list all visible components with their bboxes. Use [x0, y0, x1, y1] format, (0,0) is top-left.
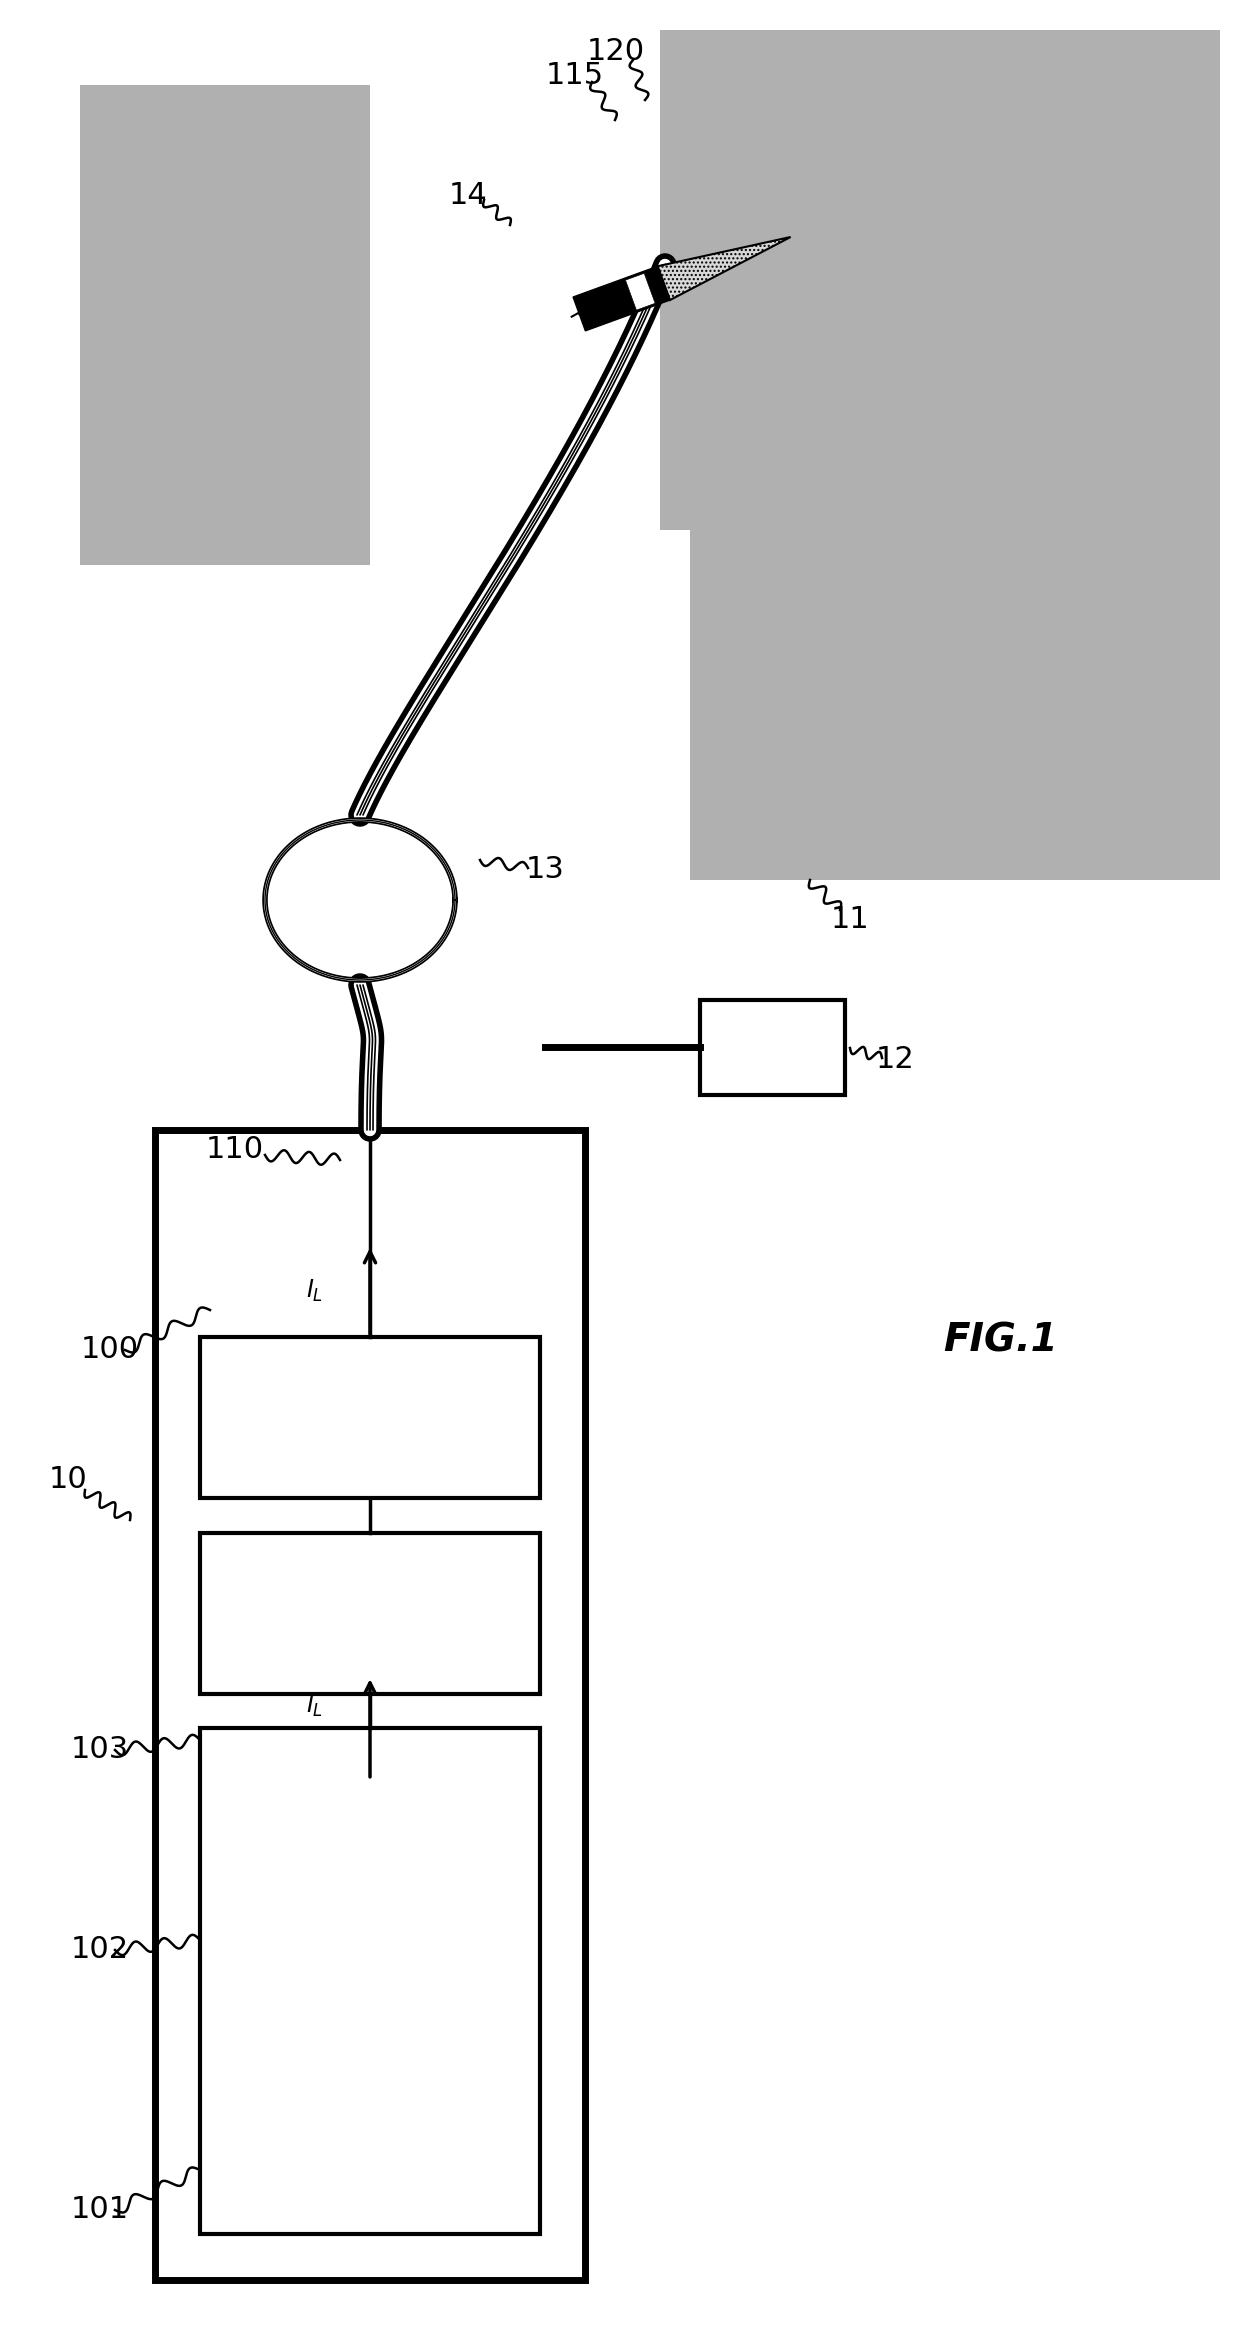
- Bar: [660, 31, 1220, 530]
- Text: 10: 10: [48, 1465, 87, 1495]
- Text: FIG.1: FIG.1: [942, 1321, 1058, 1359]
- Bar: [200, 1727, 539, 2234]
- Text: 13: 13: [526, 857, 564, 885]
- Text: 120: 120: [587, 38, 645, 66]
- Text: $I_L$: $I_L$: [306, 1692, 324, 1720]
- Text: 110: 110: [206, 1136, 264, 1164]
- Text: 11: 11: [831, 906, 869, 934]
- Bar: [81, 84, 370, 566]
- Text: 100: 100: [81, 1335, 139, 1364]
- Text: 103: 103: [71, 1734, 129, 1765]
- Text: 101: 101: [71, 2194, 129, 2225]
- Text: 14: 14: [449, 181, 487, 209]
- Text: 102: 102: [71, 1936, 129, 1964]
- Text: $I_L$: $I_L$: [306, 1277, 324, 1305]
- Bar: [701, 1000, 844, 1096]
- Bar: [200, 1533, 539, 1695]
- Polygon shape: [573, 265, 670, 331]
- Text: 12: 12: [875, 1044, 914, 1075]
- Polygon shape: [625, 272, 655, 310]
- Bar: [200, 1338, 539, 1497]
- Text: 115: 115: [546, 61, 604, 89]
- Bar: [155, 1129, 585, 2279]
- Polygon shape: [657, 237, 791, 300]
- Bar: [689, 530, 1220, 880]
